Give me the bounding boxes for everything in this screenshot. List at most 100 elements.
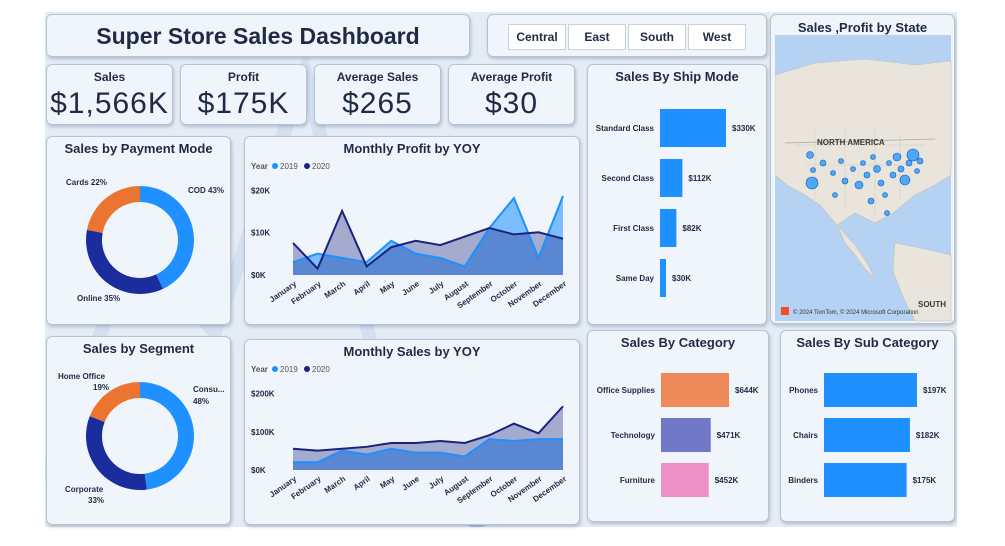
monthly-sales-chart[interactable]: Year 2019 2020 $0K$100K$200KJanuaryFebru… xyxy=(245,360,579,525)
sales-line-2019[interactable] xyxy=(293,438,563,464)
payment-mode-label-cod: COD 43% xyxy=(188,186,224,195)
region-button-central[interactable]: Central xyxy=(508,24,566,50)
profit-line-2019[interactable] xyxy=(292,195,564,268)
profit-ytick: $20K xyxy=(251,186,270,195)
segment-value-corporate: 33% xyxy=(88,496,104,505)
category-bar[interactable] xyxy=(661,418,711,452)
segment-value-home-office: 19% xyxy=(93,383,109,392)
sales-legend-2019-marker xyxy=(272,366,278,372)
sub-category-title: Sales By Sub Category xyxy=(796,335,939,350)
segment-value-consumer: 48% xyxy=(193,397,209,406)
region-button-south[interactable]: South xyxy=(628,24,686,50)
segment-title: Sales by Segment xyxy=(82,341,195,356)
kpi-sales-value: $1,566K xyxy=(50,87,169,120)
map-label-south: SOUTH xyxy=(918,300,946,309)
region-button-west[interactable]: West xyxy=(688,24,746,50)
profit-xtick: April xyxy=(352,279,372,297)
ship-mode-category-label: Same Day xyxy=(616,274,655,283)
sales-xtick: March xyxy=(323,474,348,495)
payment-mode-label-cards: Cards 22% xyxy=(66,178,107,187)
sub-category-value-label: $182K xyxy=(916,431,940,440)
kpi-profit-card: Profit $175K xyxy=(180,64,307,125)
monthly-profit-title: Monthly Profit by YOY xyxy=(343,141,481,156)
sales-ytick: $200K xyxy=(251,390,275,399)
segment-label-corporate: Corporate xyxy=(65,485,104,494)
sub-category-value-label: $197K xyxy=(923,386,947,395)
profit-ytick: $0K xyxy=(251,271,266,280)
sales-xtick: May xyxy=(378,474,396,491)
profit-legend-2019-marker xyxy=(272,163,278,169)
ship-mode-card: Sales By Ship Mode Standard Class $330K Se… xyxy=(587,64,767,325)
kpi-average-sales-card: Average Sales $265 xyxy=(314,64,441,125)
category-category-label: Furniture xyxy=(620,476,656,485)
page-title: Super Store Sales Dashboard xyxy=(96,23,420,49)
map-view[interactable]: NORTH AMERICA SOUTH xyxy=(775,35,955,323)
ship-mode-title: Sales By Ship Mode xyxy=(615,69,739,84)
payment-mode-slice-cod[interactable] xyxy=(140,186,194,289)
ship-mode-bar[interactable] xyxy=(660,259,666,297)
kpi-sales-card: Sales $1,566K xyxy=(46,64,173,125)
ship-mode-category-label: Second Class xyxy=(602,174,655,183)
category-bar[interactable] xyxy=(661,463,709,497)
sales-area-2020 xyxy=(293,406,563,470)
kpi-average-sales-label: Average Sales xyxy=(336,70,419,84)
profit-xtick: June xyxy=(400,279,421,297)
ship-mode-value-label: $112K xyxy=(688,174,711,183)
profit-area-2019 xyxy=(293,195,563,275)
ship-mode-bar[interactable] xyxy=(660,159,683,197)
ship-mode-category-label: First Class xyxy=(613,224,654,233)
sub-category-bar[interactable] xyxy=(824,463,907,497)
kpi-average-profit-label: Average Profit xyxy=(470,70,553,84)
map-card: Sales ,Profit by State NORTH AMERICA SOU… xyxy=(770,14,955,324)
profit-area-2020 xyxy=(293,210,563,275)
region-slicer: Central East South West xyxy=(487,14,767,57)
payment-mode-slice-online[interactable] xyxy=(86,229,163,294)
region-button-east[interactable]: East xyxy=(568,24,626,50)
segment-donut[interactable]: Home Office 19% Consu... 48% Corporate 3… xyxy=(47,357,230,523)
category-bar[interactable] xyxy=(661,373,729,407)
segment-slices[interactable] xyxy=(85,382,195,490)
profit-legend-2020: 2020 xyxy=(312,162,330,171)
category-value-label: $644K xyxy=(735,386,759,395)
kpi-sales-label: Sales xyxy=(93,70,126,84)
monthly-profit-card: Monthly Profit by YOY Year 2019 2020 $0K… xyxy=(244,136,580,325)
sub-category-bar[interactable] xyxy=(824,418,910,452)
sub-category-value-label: $175K xyxy=(913,476,937,485)
ship-mode-value-label: $330K xyxy=(732,124,756,133)
kpi-profit-value: $175K xyxy=(197,87,290,120)
sub-category-card: Sales By Sub Category Phones $197K Chairs $… xyxy=(780,330,955,522)
profit-legend-2020-marker xyxy=(304,163,310,169)
category-chart[interactable]: Office Supplies $644K Technology $471K Furni… xyxy=(588,351,768,521)
sales-legend-2020: 2020 xyxy=(312,365,330,374)
category-value-label: $471K xyxy=(717,431,741,440)
segment-slice-consumer[interactable] xyxy=(140,382,195,490)
category-category-label: Technology xyxy=(611,431,656,440)
profit-line-2020[interactable] xyxy=(292,208,564,271)
ship-mode-category-label: Standard Class xyxy=(596,124,655,133)
sub-category-category-label: Phones xyxy=(789,386,818,395)
sales-line-2020[interactable] xyxy=(292,405,564,452)
category-category-label: Office Supplies xyxy=(597,386,656,395)
payment-mode-slices[interactable] xyxy=(86,186,194,294)
map-copyright: © 2024 TomTom, © 2024 Microsoft Corporat… xyxy=(793,309,918,316)
category-card: Sales By Category Office Supplies $644K Te… xyxy=(587,330,769,522)
state-bubbles[interactable] xyxy=(805,148,924,216)
ship-mode-bar[interactable] xyxy=(660,209,677,247)
sales-ytick: $0K xyxy=(251,466,266,475)
ship-mode-bar[interactable] xyxy=(660,109,726,147)
payment-mode-donut[interactable]: Cards 22% COD 43% Online 35% xyxy=(47,157,230,323)
segment-slice-home-office[interactable] xyxy=(89,382,140,423)
sub-category-chart[interactable]: Phones $197K Chairs $182K Binders $175K xyxy=(781,351,954,521)
kpi-average-profit-value: $30 xyxy=(484,87,539,120)
payment-mode-slice-cards[interactable] xyxy=(86,186,140,233)
sales-area-2019 xyxy=(293,439,563,470)
sub-category-bar[interactable] xyxy=(824,373,917,407)
monthly-sales-card: Monthly Sales by YOY Year 2019 2020 $0K $… xyxy=(244,339,580,525)
ship-mode-value-label: $30K xyxy=(672,274,691,283)
segment-slice-corporate[interactable] xyxy=(85,416,147,490)
sales-xtick: April xyxy=(352,474,372,492)
ship-mode-chart[interactable]: Standard Class $330K Second Class $112K Firs… xyxy=(588,87,766,325)
category-value-label: $452K xyxy=(715,476,739,485)
monthly-profit-chart[interactable]: Year 2019 2020 $0K$10K$20KJanuaryFebruar… xyxy=(245,157,579,325)
sales-ytick: $100K xyxy=(251,428,275,437)
